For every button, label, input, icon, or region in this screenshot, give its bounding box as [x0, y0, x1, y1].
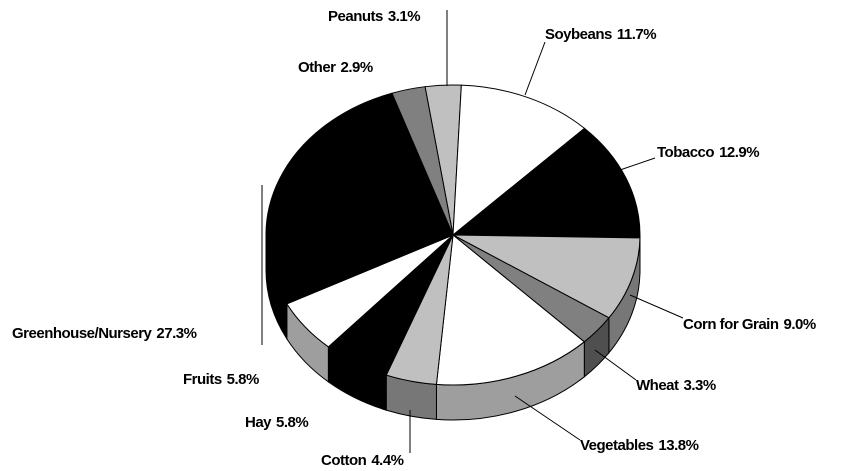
slice-label: Fruits 5.8%	[183, 371, 259, 388]
label-name: Vegetables	[580, 437, 654, 454]
label-name: Cotton	[321, 452, 367, 469]
label-value: 5.8%	[227, 371, 259, 388]
label-name: Soybeans	[545, 26, 612, 43]
leader-line	[594, 349, 637, 381]
label-value: 4.4%	[371, 452, 403, 469]
label-value: 12.9%	[719, 144, 759, 161]
slice	[451, 127, 641, 239]
label-name: Corn for Grain	[683, 316, 779, 333]
leader-line	[514, 395, 581, 441]
slice	[391, 86, 454, 236]
slice-label: Other 2.9%	[298, 59, 373, 76]
slice	[452, 234, 641, 319]
label-name: Peanuts	[328, 8, 383, 25]
label-value: 9.0%	[784, 316, 816, 333]
label-name: Greenhouse/Nursery	[12, 325, 153, 342]
slice	[265, 92, 454, 305]
slice	[452, 84, 586, 237]
slice-label: Vegetables 13.8%	[580, 437, 699, 454]
label-value: 11.7%	[617, 26, 656, 43]
leader-line	[619, 157, 656, 171]
slice-label: Corn for Grain 9.0%	[683, 316, 816, 333]
leader-line	[524, 41, 546, 96]
slice-label: Hay 5.8%	[245, 414, 308, 431]
label-value: 3.3%	[684, 377, 716, 394]
label-value: 27.3%	[156, 325, 196, 342]
slice-label: Tobacco 12.9%	[657, 144, 759, 161]
leader-line	[629, 294, 684, 319]
slice	[435, 234, 586, 386]
label-name: Hay	[245, 414, 272, 431]
label-value: 3.1%	[388, 8, 420, 25]
slice-label: Greenhouse/Nursery 27.3%	[12, 325, 197, 342]
slice-label: Peanuts 3.1%	[328, 8, 420, 25]
label-name: Other	[298, 59, 336, 76]
label-value: 5.8%	[276, 414, 308, 431]
slice-label: Soybeans 11.7%	[545, 26, 656, 43]
slice-label: Wheat 3.3%	[636, 377, 716, 394]
label-name: Fruits	[183, 371, 222, 388]
label-name: Tobacco	[657, 144, 714, 161]
label-value: 2.9%	[341, 59, 373, 76]
label-value: 13.8%	[658, 437, 698, 454]
slice-label: Cotton 4.4%	[321, 452, 404, 469]
label-name: Wheat	[636, 377, 679, 394]
